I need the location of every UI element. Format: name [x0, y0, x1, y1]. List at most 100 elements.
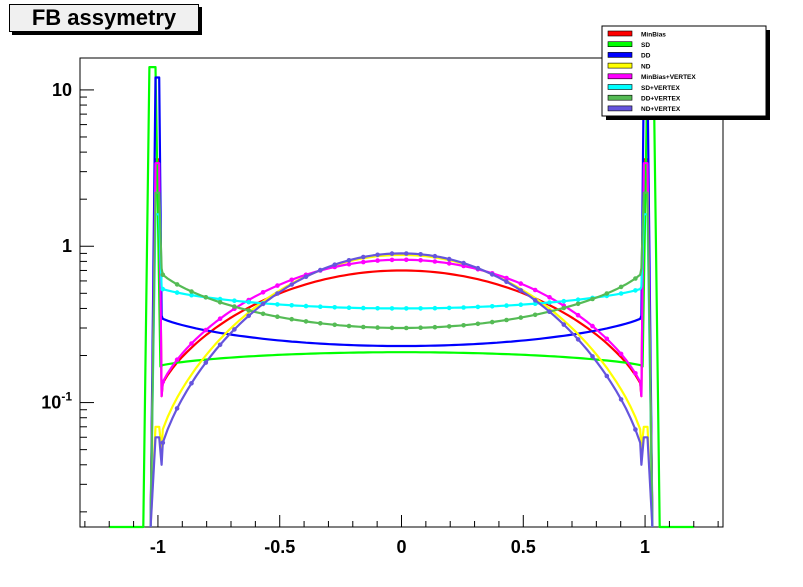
y-tick-label-1: 1 — [62, 236, 72, 256]
series-point-7-32 — [618, 397, 624, 402]
series-point-5-9 — [289, 303, 295, 308]
series-line-1 — [109, 66, 694, 529]
series-point-5-11 — [318, 304, 323, 310]
series-point-4-14 — [361, 259, 366, 265]
series-point-4-33 — [633, 371, 638, 376]
series-point-5-8 — [275, 302, 280, 307]
legend-label-4: MinBias+VERTEX — [641, 74, 696, 81]
series-point-6-10 — [303, 319, 309, 324]
series-point-6-8 — [275, 314, 280, 320]
series-point-6-17 — [404, 325, 409, 331]
series-point-5-6 — [246, 299, 251, 305]
series-point-4-0 — [160, 379, 166, 385]
series-point-4-19 — [432, 259, 438, 264]
legend-swatch-6 — [607, 94, 633, 101]
legend-label-7: ND+VERTEX — [641, 106, 681, 113]
series-point-5-18 — [418, 306, 423, 311]
legend-swatch-4 — [607, 73, 633, 80]
series-point-7-1 — [174, 406, 180, 411]
series-point-6-2 — [189, 289, 194, 294]
series-point-5-2 — [189, 292, 194, 298]
y-tick-label-0: 10 — [52, 80, 72, 100]
series-point-6-12 — [332, 322, 338, 328]
series-line-0 — [149, 158, 654, 528]
series-point-4-30 — [590, 323, 595, 329]
legend-label-0: MinBias — [641, 31, 666, 38]
series-point-7-21 — [461, 260, 466, 266]
legend-swatch-2 — [607, 52, 633, 58]
legend-label-6: DD+VERTEX — [641, 96, 681, 103]
series-point-6-26 — [532, 312, 538, 318]
series-point-5-13 — [346, 305, 352, 311]
series-line-4 — [149, 162, 654, 528]
legend: MinBias SD DD ND MinBias+VERTEX SD+VERTEX DD+V… — [601, 25, 770, 120]
series-point-7-25 — [518, 288, 524, 293]
series-point-7-9 — [289, 282, 295, 287]
y-tick-label-2: 10-1 — [41, 390, 72, 413]
series-point-7-12 — [332, 262, 338, 268]
series-point-4-32 — [618, 351, 624, 357]
series-point-6-19 — [432, 324, 438, 330]
series-point-4-7 — [260, 290, 266, 295]
series-point-6-14 — [361, 324, 366, 330]
series-point-4-13 — [346, 261, 352, 267]
series-point-5-12 — [332, 305, 338, 310]
series-point-5-19 — [432, 305, 438, 311]
series-point-7-29 — [575, 337, 581, 342]
legend-swatch-1 — [607, 41, 633, 48]
series-point-7-33 — [633, 427, 638, 432]
series-point-6-28 — [561, 305, 567, 311]
legend-label-2: DD — [641, 53, 651, 60]
series-point-4-1 — [174, 357, 180, 363]
series-point-4-29 — [575, 312, 581, 318]
series-point-5-28 — [561, 298, 567, 304]
series-point-4-17 — [404, 257, 409, 263]
series-point-5-24 — [504, 303, 509, 308]
series-point-5-0 — [160, 286, 166, 292]
series-point-7-27 — [547, 309, 552, 315]
series-line-6 — [149, 191, 654, 528]
series-point-4-16 — [389, 257, 395, 263]
series-point-5-27 — [547, 300, 552, 305]
series-point-5-20 — [446, 305, 452, 311]
x-tick-label-2: 0 — [396, 537, 406, 557]
series-point-6-3 — [203, 295, 209, 300]
series-point-5-16 — [389, 306, 395, 311]
legend-swatch-0 — [607, 30, 633, 37]
series-point-5-10 — [303, 303, 309, 309]
x-tick-label-4: 1 — [640, 537, 650, 557]
series-point-7-5 — [232, 327, 237, 332]
series-point-7-14 — [361, 254, 366, 260]
series-point-6-7 — [260, 311, 266, 317]
legend-label-5: SD+VERTEX — [641, 85, 680, 92]
series-line-5 — [149, 213, 654, 528]
series-point-7-7 — [260, 301, 266, 307]
series-point-6-5 — [232, 304, 237, 309]
series-point-6-9 — [289, 316, 295, 322]
series-point-6-21 — [461, 323, 466, 328]
series-point-7-30 — [590, 354, 595, 359]
series-point-7-26 — [532, 298, 538, 303]
x-tick-label-3: 0.5 — [511, 537, 536, 557]
series-point-7-22 — [475, 265, 481, 271]
series-point-5-32 — [618, 291, 624, 296]
series-point-6-25 — [518, 315, 524, 320]
series-point-7-4 — [217, 342, 223, 348]
series-point-6-18 — [418, 325, 423, 331]
series-point-6-15 — [375, 325, 380, 330]
series-point-4-4 — [217, 316, 223, 322]
series-point-7-31 — [604, 373, 610, 379]
series-point-7-11 — [318, 267, 323, 273]
series-point-4-20 — [446, 261, 452, 266]
series-point-6-16 — [389, 325, 395, 331]
series-point-4-25 — [518, 281, 524, 286]
series-point-7-2 — [189, 381, 194, 386]
series-point-6-1 — [174, 282, 180, 287]
series-point-6-11 — [318, 321, 323, 326]
series-point-6-30 — [590, 296, 595, 302]
series-point-7-19 — [432, 253, 438, 259]
series-layer — [109, 66, 694, 529]
series-point-6-6 — [246, 308, 251, 313]
series-point-4-2 — [189, 341, 194, 346]
series-point-5-29 — [575, 297, 581, 303]
